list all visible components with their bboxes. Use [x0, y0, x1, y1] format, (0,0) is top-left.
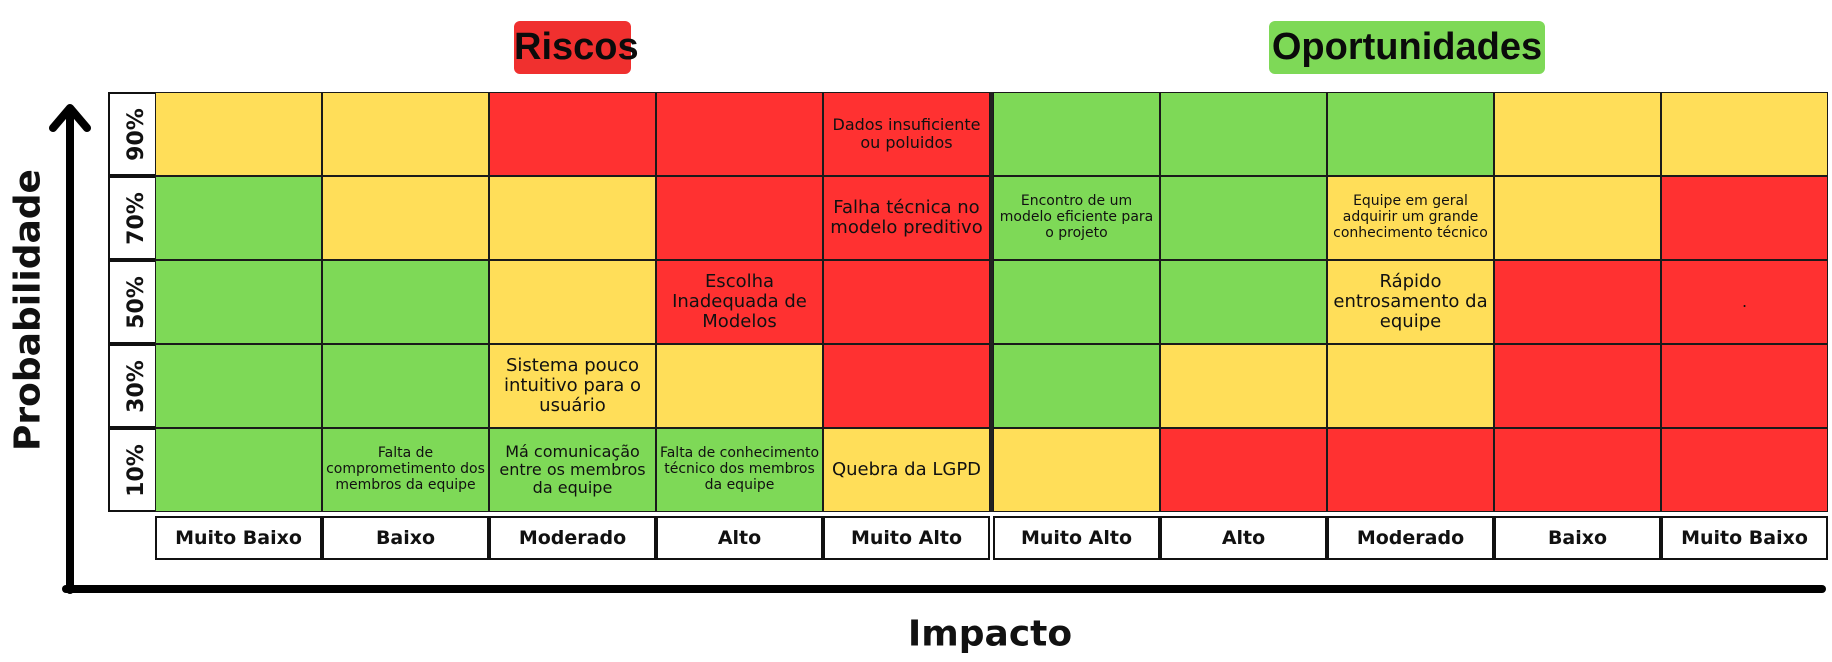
- probability-value: 10%: [123, 443, 149, 497]
- risk-cell: [489, 92, 656, 176]
- opportunity-cell: [1327, 428, 1494, 512]
- risk-cell: [155, 92, 322, 176]
- probability-value: 70%: [123, 191, 149, 245]
- opportunity-cell: [1661, 176, 1828, 260]
- probability-label: 50%: [108, 260, 164, 344]
- probability-label: 90%: [108, 92, 164, 176]
- risk-cell: Quebra da LGPD: [823, 428, 990, 512]
- risk-cell: [322, 92, 489, 176]
- opportunity-impact-label: Muito Baixo: [1661, 516, 1828, 560]
- probability-label: 10%: [108, 428, 164, 512]
- risk-cell: [155, 428, 322, 512]
- probability-value: 50%: [123, 275, 149, 329]
- opportunity-impact-label: Moderado: [1327, 516, 1494, 560]
- risk-cell: [322, 260, 489, 344]
- risk-cell: [823, 260, 990, 344]
- opportunity-cell: [1160, 176, 1327, 260]
- matrix-divider: [990, 260, 993, 344]
- opportunity-cell: [1327, 344, 1494, 428]
- opportunity-cell: Equipe em geral adquirir um grande conhe…: [1327, 176, 1494, 260]
- probability-value: 30%: [123, 359, 149, 413]
- opportunity-impact-label: Alto: [1160, 516, 1327, 560]
- risk-cell: Falta de comprometimento dos membros da …: [322, 428, 489, 512]
- risk-cell: [155, 176, 322, 260]
- opportunity-cell: [1160, 260, 1327, 344]
- risk-cell: [656, 92, 823, 176]
- opportunity-cell: [993, 260, 1160, 344]
- opportunity-cell: [993, 344, 1160, 428]
- y-axis-arrowhead: [49, 104, 91, 132]
- probability-labels: 90% 70% 50% 30% 10%: [108, 92, 164, 512]
- risk-impact-label: Alto: [656, 516, 823, 560]
- risk-impact-label: Baixo: [322, 516, 489, 560]
- risk-impact-label: Moderado: [489, 516, 656, 560]
- risk-cell: [322, 176, 489, 260]
- risk-cell: Falha técnica no modelo preditivo: [823, 176, 990, 260]
- opportunity-cell: [1494, 260, 1661, 344]
- risk-opportunity-matrix: Dados insuficiente ou poluidos Falha técn…: [155, 92, 1828, 512]
- matrix-divider: [990, 344, 993, 428]
- x-axis-title: Impacto: [907, 613, 1073, 655]
- y-axis-title: Probabilidade: [7, 169, 49, 451]
- risk-cell: [155, 260, 322, 344]
- probability-value: 90%: [123, 107, 149, 161]
- opportunity-cell: [993, 92, 1160, 176]
- risk-cell: Má comunicação entre os membros da equip…: [489, 428, 656, 512]
- matrix-divider: [990, 92, 993, 176]
- opportunity-cell: [1327, 92, 1494, 176]
- risk-cell: Sistema pouco intuitivo para o usuário: [489, 344, 656, 428]
- probability-label: 30%: [108, 344, 164, 428]
- risk-cell: Dados insuficiente ou poluidos: [823, 92, 990, 176]
- opportunity-cell: Rápido entrosamento da equipe: [1327, 260, 1494, 344]
- risk-impact-label: Muito Baixo: [155, 516, 322, 560]
- opportunities-title: Oportunidades: [1269, 21, 1545, 74]
- opportunity-cell: Encontro de um modelo eficiente para o p…: [993, 176, 1160, 260]
- risk-cell: [322, 344, 489, 428]
- opportunity-cell: [1494, 92, 1661, 176]
- opportunity-cell: .: [1661, 260, 1828, 344]
- opportunity-cell: [1661, 344, 1828, 428]
- risk-cell: [489, 176, 656, 260]
- opportunity-cell: [1160, 428, 1327, 512]
- opportunity-cell: [1494, 344, 1661, 428]
- opportunity-cell: [1661, 428, 1828, 512]
- matrix-divider: [990, 176, 993, 260]
- risk-impact-label: Muito Alto: [823, 516, 990, 560]
- opportunity-impact-label: Baixo: [1494, 516, 1661, 560]
- matrix-divider: [990, 428, 993, 512]
- opportunity-cell: [1661, 92, 1828, 176]
- risk-cell: [823, 344, 990, 428]
- risk-cell: [155, 344, 322, 428]
- opportunity-cell: [1160, 92, 1327, 176]
- risk-cell: [489, 260, 656, 344]
- risk-cell: Escolha Inadequada de Modelos: [656, 260, 823, 344]
- risk-cell: [656, 344, 823, 428]
- risk-cell: Falta de conhecimento técnico dos membro…: [656, 428, 823, 512]
- risks-title: Riscos: [514, 21, 639, 74]
- opportunity-cell: [1494, 428, 1661, 512]
- opportunity-impact-label: Muito Alto: [993, 516, 1160, 560]
- risk-cell: [656, 176, 823, 260]
- opportunity-cell: [993, 428, 1160, 512]
- opportunity-cell: [1160, 344, 1327, 428]
- opportunity-cell: [1494, 176, 1661, 260]
- impact-labels: Muito Baixo Baixo Moderado Alto Muito Alto Mu…: [155, 516, 1828, 560]
- impact-divider: [990, 516, 993, 560]
